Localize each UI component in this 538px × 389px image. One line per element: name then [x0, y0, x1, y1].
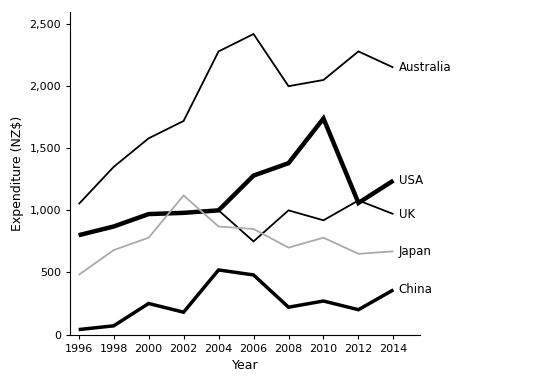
Text: UK: UK	[399, 208, 415, 221]
Y-axis label: Expenditure (NZ$): Expenditure (NZ$)	[11, 116, 24, 231]
X-axis label: Year: Year	[231, 359, 258, 372]
Text: Japan: Japan	[399, 245, 431, 258]
Text: USA: USA	[399, 174, 423, 187]
Text: China: China	[399, 283, 433, 296]
Text: Australia: Australia	[399, 61, 451, 74]
